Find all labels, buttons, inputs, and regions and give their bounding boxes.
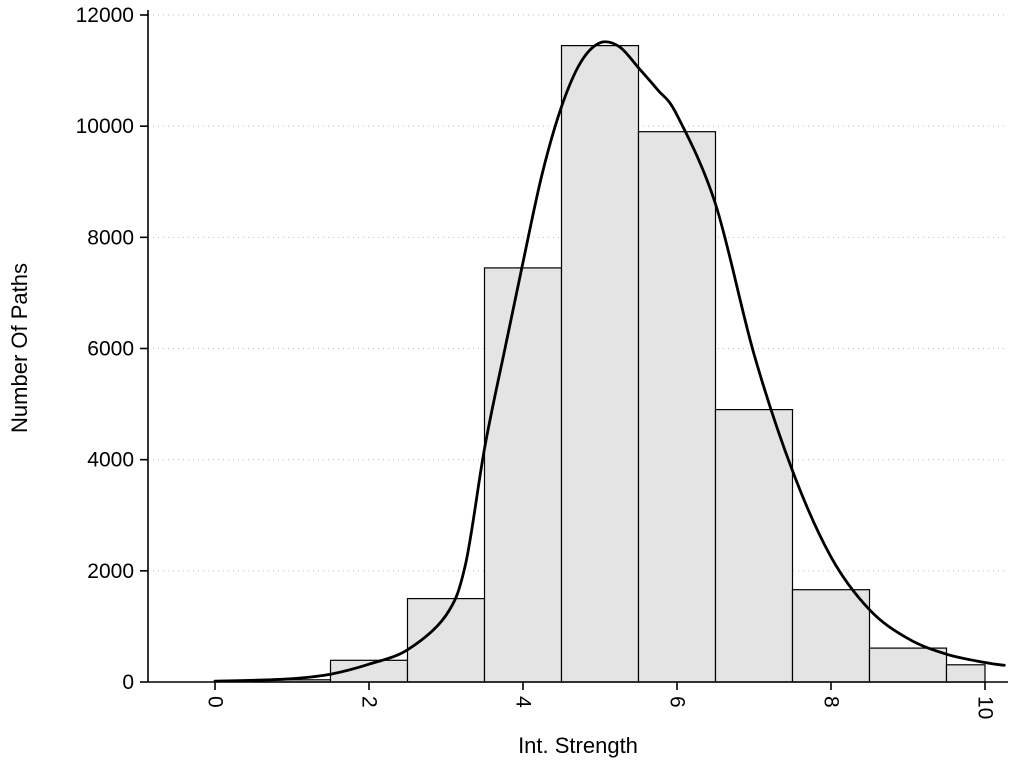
y-tick-label: 10000 — [76, 115, 134, 138]
histogram-bar — [791, 589, 871, 683]
density-curve-path — [213, 40, 1006, 683]
y-tick-label: 0 — [122, 671, 134, 694]
density-curve — [213, 40, 1006, 683]
x-axis-label: Int. Strength — [518, 733, 638, 758]
x-tick-label: 2 — [358, 696, 381, 708]
histogram-bars — [252, 44, 986, 683]
y-tick-label: 6000 — [87, 338, 134, 361]
x-tick-label: 0 — [204, 696, 227, 708]
histogram-bar — [483, 267, 563, 683]
histogram-bar — [945, 664, 986, 683]
y-tick-label: 12000 — [76, 4, 134, 27]
x-tick-label: 4 — [512, 696, 535, 708]
x-tick-label: 6 — [666, 696, 689, 708]
histogram-bar — [637, 131, 717, 683]
y-tick-label: 8000 — [87, 226, 134, 249]
y-tick-label: 4000 — [87, 449, 134, 472]
y-axis-label: Number Of Paths — [7, 263, 32, 433]
y-tick-label: 2000 — [87, 560, 134, 583]
axis-ticks — [140, 14, 986, 690]
histogram-bar — [714, 409, 794, 683]
axes — [147, 10, 1008, 683]
histogram-bar — [560, 44, 640, 683]
x-tick-label: 10 — [974, 696, 997, 719]
x-tick-label: 8 — [820, 696, 843, 708]
axis-tick-labels: 0 2000 4000 6000 8000 10000 12000 0 2 4 6 8 10 — [76, 4, 997, 719]
histogram-bar — [868, 647, 948, 683]
